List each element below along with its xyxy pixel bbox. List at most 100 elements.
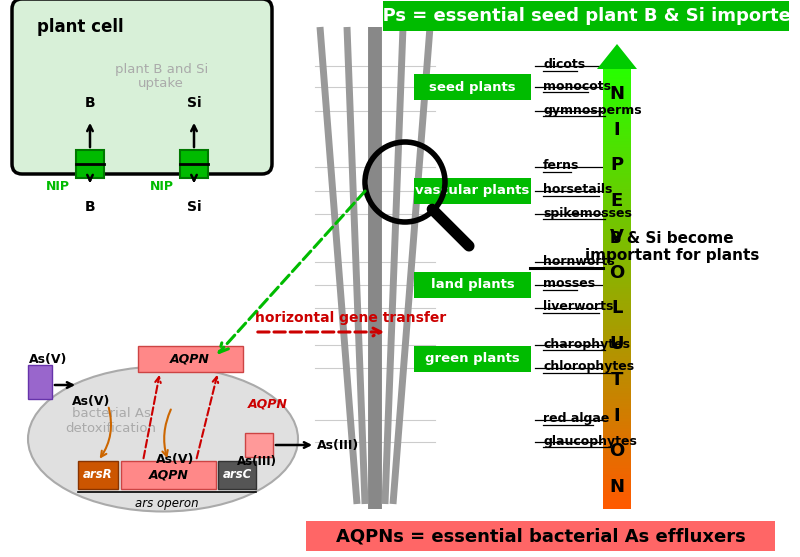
Bar	[603, 436, 631, 438]
Text: As(III): As(III)	[317, 438, 359, 452]
Bar	[603, 302, 631, 304]
Bar	[603, 177, 631, 179]
FancyBboxPatch shape	[306, 521, 775, 551]
Text: L: L	[611, 299, 622, 317]
Bar	[603, 495, 631, 497]
Bar	[603, 139, 631, 141]
Bar	[603, 214, 631, 216]
Bar	[603, 95, 631, 96]
Text: E: E	[611, 192, 623, 210]
Bar	[603, 364, 631, 366]
Text: B: B	[85, 96, 95, 110]
Text: glaucophytes: glaucophytes	[543, 435, 637, 448]
FancyBboxPatch shape	[245, 433, 273, 457]
Bar	[603, 87, 631, 89]
Bar	[603, 488, 631, 490]
Bar	[603, 84, 631, 86]
Bar	[603, 159, 631, 162]
Bar	[603, 432, 631, 434]
Bar	[603, 413, 631, 415]
Bar	[603, 472, 631, 473]
Text: horizontal gene transfer: horizontal gene transfer	[255, 311, 446, 325]
Text: Si: Si	[186, 96, 202, 110]
Bar	[603, 367, 631, 369]
Bar	[603, 365, 631, 368]
Bar	[603, 363, 631, 365]
Bar	[603, 438, 631, 440]
Bar	[603, 456, 631, 457]
Bar	[603, 344, 631, 345]
Bar	[603, 149, 631, 151]
Bar	[603, 276, 631, 278]
Bar	[603, 232, 631, 233]
Bar	[603, 90, 631, 92]
Bar	[603, 498, 631, 500]
Bar	[603, 82, 631, 85]
Bar	[603, 186, 631, 188]
Text: As(III): As(III)	[237, 455, 277, 467]
Bar	[603, 164, 631, 166]
Bar	[603, 449, 631, 452]
Bar	[603, 153, 631, 155]
Bar	[603, 245, 631, 247]
Bar	[603, 410, 631, 412]
Text: red algae: red algae	[543, 412, 610, 426]
Bar	[603, 146, 631, 148]
Text: plant cell: plant cell	[37, 18, 124, 36]
Bar	[603, 439, 631, 441]
Bar	[603, 183, 631, 185]
Bar	[603, 262, 631, 265]
Bar	[603, 157, 631, 158]
Bar	[603, 180, 631, 182]
Bar	[603, 339, 631, 341]
Bar	[603, 507, 631, 509]
FancyBboxPatch shape	[12, 0, 272, 174]
Bar	[603, 99, 631, 101]
Bar	[603, 91, 631, 94]
Bar	[603, 226, 631, 228]
Bar	[603, 321, 631, 324]
Bar	[603, 304, 631, 306]
Bar	[603, 223, 631, 224]
Bar	[603, 264, 631, 266]
Bar	[603, 219, 631, 222]
Text: chlorophytes: chlorophytes	[543, 360, 634, 373]
Bar	[603, 458, 631, 461]
Bar	[603, 233, 631, 235]
Bar	[603, 461, 631, 463]
Bar	[603, 80, 631, 82]
Bar	[603, 273, 631, 275]
Bar	[603, 497, 631, 499]
Bar	[603, 79, 631, 80]
Text: Si: Si	[186, 200, 202, 214]
Bar	[603, 261, 631, 263]
Text: AQPN: AQPN	[170, 353, 210, 365]
Text: V: V	[610, 228, 624, 246]
Text: NIP: NIP	[150, 179, 174, 193]
Bar	[603, 70, 631, 71]
Bar	[603, 397, 631, 398]
Bar	[603, 481, 631, 482]
Bar	[603, 332, 631, 334]
Bar	[603, 125, 631, 128]
Bar	[603, 81, 631, 83]
Bar	[603, 467, 631, 469]
Bar	[603, 402, 631, 404]
Bar	[603, 442, 631, 444]
FancyBboxPatch shape	[121, 461, 216, 489]
Bar	[603, 310, 631, 311]
Bar	[603, 486, 631, 488]
Bar	[603, 441, 631, 443]
Bar	[603, 143, 631, 145]
Text: O: O	[610, 263, 625, 282]
Bar	[603, 173, 631, 174]
Bar	[603, 500, 631, 502]
Bar	[603, 330, 631, 332]
Bar	[603, 280, 631, 282]
Bar	[603, 287, 631, 290]
Text: AQPNs = essential bacterial As effluxers: AQPNs = essential bacterial As effluxers	[336, 527, 746, 545]
Bar	[603, 465, 631, 466]
Bar	[603, 111, 631, 113]
Bar	[603, 150, 631, 153]
Bar	[603, 333, 631, 335]
